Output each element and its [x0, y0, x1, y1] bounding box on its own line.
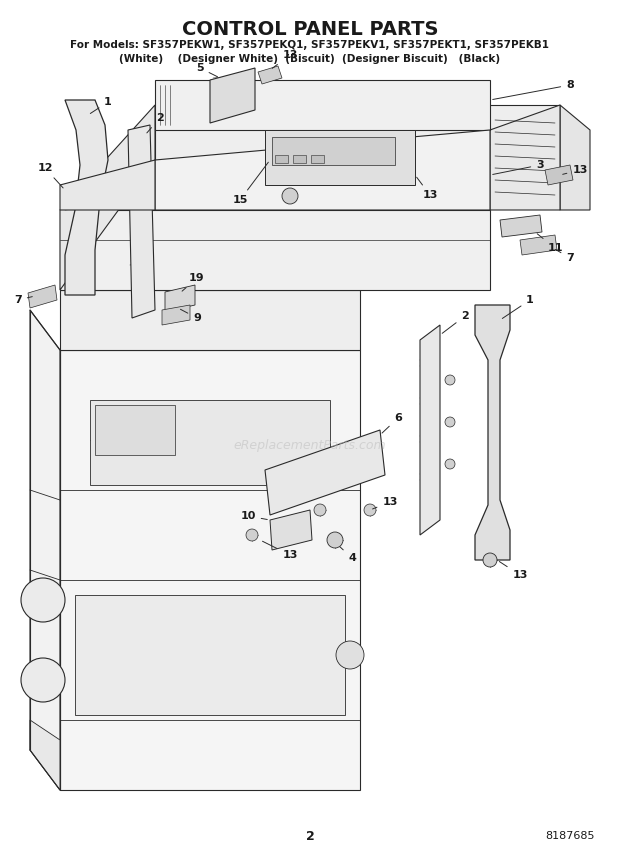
Text: 7: 7 [14, 295, 32, 305]
Polygon shape [155, 130, 490, 210]
Text: CONTROL PANEL PARTS: CONTROL PANEL PARTS [182, 20, 438, 39]
Polygon shape [90, 400, 330, 485]
Text: 13: 13 [417, 177, 438, 200]
Text: 1: 1 [502, 295, 534, 318]
Polygon shape [95, 405, 175, 455]
Text: eReplacementParts.com: eReplacementParts.com [234, 438, 386, 451]
Polygon shape [545, 165, 573, 185]
Circle shape [21, 578, 65, 622]
Circle shape [327, 532, 343, 548]
Polygon shape [30, 720, 60, 790]
Circle shape [364, 504, 376, 516]
Text: 1: 1 [91, 97, 112, 114]
Polygon shape [155, 80, 490, 130]
Text: 2: 2 [442, 311, 469, 333]
Polygon shape [265, 130, 415, 185]
Text: 2: 2 [147, 113, 164, 133]
Polygon shape [128, 125, 155, 318]
Polygon shape [293, 155, 306, 163]
Text: 11: 11 [537, 234, 563, 253]
Text: 13: 13 [262, 541, 298, 560]
Text: 13: 13 [373, 497, 397, 509]
Polygon shape [60, 290, 360, 350]
Polygon shape [311, 155, 324, 163]
Polygon shape [272, 137, 395, 165]
Circle shape [21, 658, 65, 702]
Polygon shape [155, 105, 560, 160]
Polygon shape [210, 68, 255, 123]
Polygon shape [60, 105, 155, 290]
Text: 13: 13 [499, 562, 528, 580]
Polygon shape [165, 285, 195, 312]
Text: 9: 9 [180, 309, 201, 323]
Polygon shape [490, 105, 560, 210]
Text: 8187685: 8187685 [545, 831, 595, 841]
Text: 15: 15 [232, 163, 268, 205]
Text: 6: 6 [382, 413, 402, 433]
Polygon shape [155, 105, 245, 130]
Polygon shape [162, 305, 190, 325]
Text: 13: 13 [272, 50, 298, 68]
Polygon shape [60, 210, 490, 290]
Polygon shape [265, 430, 385, 515]
Text: 5: 5 [196, 63, 218, 77]
Polygon shape [60, 160, 155, 210]
Text: 2: 2 [306, 829, 314, 842]
Text: 12: 12 [37, 163, 63, 188]
Circle shape [336, 641, 364, 669]
Polygon shape [30, 310, 60, 790]
Text: 3: 3 [493, 160, 544, 175]
Polygon shape [520, 235, 557, 255]
Polygon shape [65, 100, 108, 295]
Polygon shape [60, 350, 360, 790]
Circle shape [483, 553, 497, 567]
Text: 7: 7 [556, 249, 574, 263]
Circle shape [282, 188, 298, 204]
Polygon shape [500, 215, 542, 237]
Circle shape [445, 417, 455, 427]
Circle shape [314, 504, 326, 516]
Polygon shape [75, 595, 345, 715]
Polygon shape [258, 66, 282, 84]
Text: For Models: SF357PEKW1, SF357PEKQ1, SF357PEKV1, SF357PEKT1, SF357PEKB1: For Models: SF357PEKW1, SF357PEKQ1, SF35… [71, 40, 549, 50]
Circle shape [246, 529, 258, 541]
Polygon shape [275, 155, 288, 163]
Polygon shape [475, 305, 510, 560]
Text: 13: 13 [563, 165, 588, 175]
Polygon shape [420, 325, 440, 535]
Text: 8: 8 [493, 80, 574, 99]
Polygon shape [270, 510, 312, 550]
Text: 19: 19 [182, 273, 205, 291]
Circle shape [445, 375, 455, 385]
Text: (White)    (Designer White)  (Biscuit)  (Designer Biscuit)   (Black): (White) (Designer White) (Biscuit) (Desi… [120, 54, 500, 64]
Text: 10: 10 [241, 511, 267, 521]
Text: 4: 4 [340, 547, 356, 563]
Polygon shape [560, 105, 590, 210]
Polygon shape [28, 285, 57, 308]
Circle shape [445, 459, 455, 469]
